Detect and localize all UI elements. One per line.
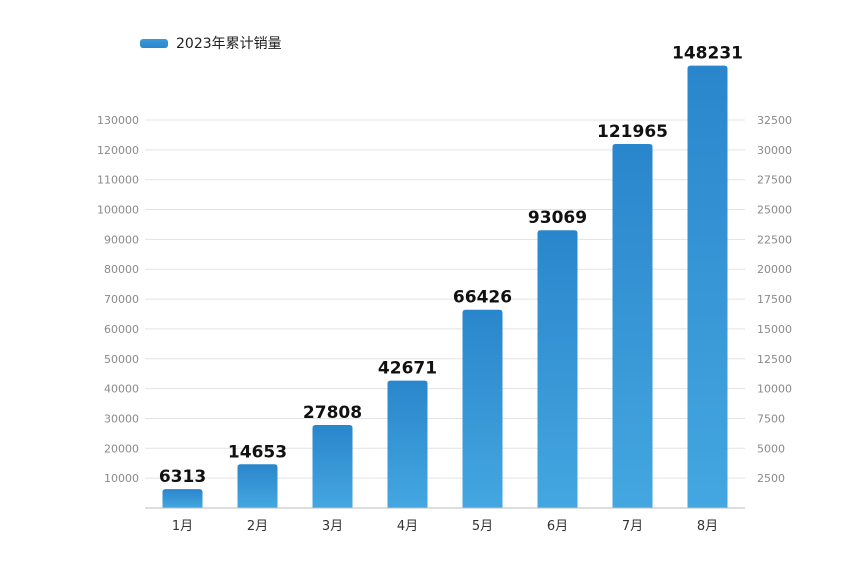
y-right-tick-label: 2500 — [757, 472, 785, 485]
bars — [162, 65, 728, 509]
y-left-tick-label: 70000 — [104, 293, 139, 306]
x-tick-label: 1月 — [172, 519, 193, 534]
y-right-tick-label: 25000 — [757, 204, 792, 217]
bar — [237, 464, 278, 508]
data-label: 27808 — [303, 403, 362, 423]
y-left-tick-label: 130000 — [97, 114, 139, 127]
y-left-tick-label: 100000 — [97, 204, 139, 217]
data-labels: 6313 14653 27808 42671 66426 93069 121965 14823… — [159, 44, 743, 488]
y-right-tick-label: 20000 — [757, 263, 792, 276]
x-tick-label: 8月 — [697, 519, 718, 534]
data-label: 42671 — [378, 359, 437, 379]
data-label: 148231 — [672, 44, 743, 64]
x-tick-label: 6月 — [547, 519, 568, 534]
bar — [612, 143, 653, 508]
y-left-tick-label: 30000 — [104, 412, 139, 425]
y-right-tick-label: 22500 — [757, 233, 792, 246]
x-tick-label: 5月 — [472, 519, 493, 534]
y-right-tick-label: 12500 — [757, 353, 792, 366]
y-left-tick-label: 40000 — [104, 383, 139, 396]
axes: 10000 2500 20000 5000 30000 7500 40000 10000 500… — [97, 114, 792, 534]
data-label: 14653 — [228, 442, 287, 462]
data-label: 6313 — [159, 467, 206, 487]
bar — [312, 425, 353, 508]
legend-label: 2023年累计销量 — [176, 36, 282, 52]
y-right-tick-label: 15000 — [757, 323, 792, 336]
y-right-tick-label: 10000 — [757, 383, 792, 396]
x-tick-label: 4月 — [397, 519, 418, 534]
legend: 2023年累计销量 — [140, 33, 282, 53]
y-right-tick-label: 7500 — [757, 412, 785, 425]
bar — [537, 230, 578, 508]
y-right-tick-label: 30000 — [757, 144, 792, 157]
x-tick-label: 7月 — [622, 519, 643, 534]
y-left-tick-label: 50000 — [104, 353, 139, 366]
x-tick-label: 3月 — [322, 519, 343, 534]
bar — [162, 489, 203, 508]
bar — [387, 380, 428, 508]
bar — [687, 65, 728, 509]
legend-swatch — [140, 38, 168, 48]
y-left-tick-label: 10000 — [104, 472, 139, 485]
data-label: 121965 — [597, 122, 668, 142]
data-label: 93069 — [528, 208, 587, 228]
y-left-tick-label: 90000 — [104, 233, 139, 246]
y-left-tick-label: 120000 — [97, 144, 139, 157]
y-right-tick-label: 17500 — [757, 293, 792, 306]
bar — [462, 309, 503, 508]
x-tick-label: 2月 — [247, 519, 268, 534]
y-left-tick-label: 80000 — [104, 263, 139, 276]
y-left-tick-label: 110000 — [97, 174, 139, 187]
y-left-tick-label: 20000 — [104, 442, 139, 455]
data-label: 66426 — [453, 288, 512, 308]
y-right-tick-label: 32500 — [757, 114, 792, 127]
y-left-tick-label: 60000 — [104, 323, 139, 336]
y-right-tick-label: 5000 — [757, 442, 785, 455]
grid — [145, 119, 745, 479]
y-right-tick-label: 27500 — [757, 174, 792, 187]
